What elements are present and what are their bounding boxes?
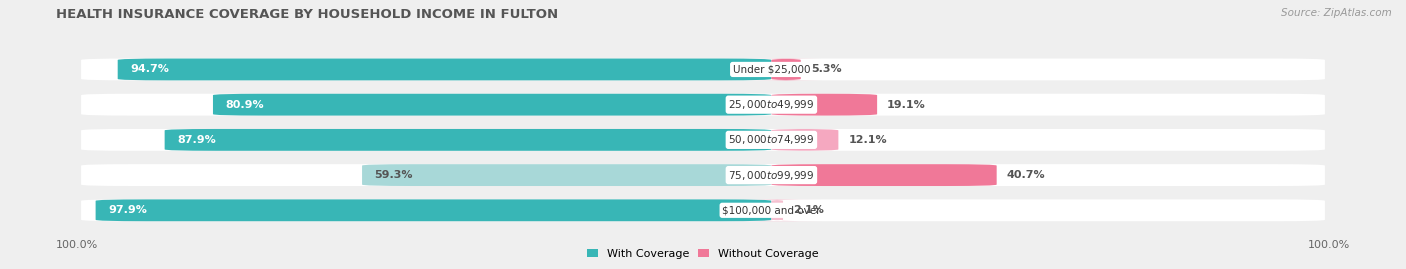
FancyBboxPatch shape [212, 94, 772, 116]
FancyBboxPatch shape [82, 129, 1324, 151]
FancyBboxPatch shape [82, 59, 1324, 80]
FancyBboxPatch shape [772, 94, 877, 116]
Text: 100.0%: 100.0% [56, 240, 98, 250]
Text: $50,000 to $74,999: $50,000 to $74,999 [728, 133, 814, 146]
Text: 80.9%: 80.9% [225, 100, 264, 110]
Text: 94.7%: 94.7% [131, 65, 169, 75]
FancyBboxPatch shape [82, 94, 1324, 116]
Text: 59.3%: 59.3% [374, 170, 413, 180]
Text: 100.0%: 100.0% [1308, 240, 1350, 250]
FancyBboxPatch shape [772, 164, 997, 186]
Text: 19.1%: 19.1% [887, 100, 925, 110]
Text: Source: ZipAtlas.com: Source: ZipAtlas.com [1281, 8, 1392, 18]
Text: 2.1%: 2.1% [793, 205, 824, 215]
FancyBboxPatch shape [118, 59, 772, 80]
Text: HEALTH INSURANCE COVERAGE BY HOUSEHOLD INCOME IN FULTON: HEALTH INSURANCE COVERAGE BY HOUSEHOLD I… [56, 8, 558, 21]
FancyBboxPatch shape [165, 129, 772, 151]
FancyBboxPatch shape [82, 199, 1324, 221]
Text: 87.9%: 87.9% [177, 135, 217, 145]
Text: 97.9%: 97.9% [108, 205, 146, 215]
FancyBboxPatch shape [82, 164, 1324, 186]
FancyBboxPatch shape [363, 164, 772, 186]
FancyBboxPatch shape [96, 199, 772, 221]
Legend: With Coverage, Without Coverage: With Coverage, Without Coverage [582, 245, 824, 263]
Text: 5.3%: 5.3% [811, 65, 841, 75]
Text: $100,000 and over: $100,000 and over [723, 205, 821, 215]
Text: $25,000 to $49,999: $25,000 to $49,999 [728, 98, 814, 111]
FancyBboxPatch shape [772, 129, 838, 151]
Text: 12.1%: 12.1% [848, 135, 887, 145]
Text: $75,000 to $99,999: $75,000 to $99,999 [728, 169, 814, 182]
Text: Under $25,000: Under $25,000 [733, 65, 810, 75]
FancyBboxPatch shape [734, 199, 821, 221]
Text: 40.7%: 40.7% [1007, 170, 1045, 180]
FancyBboxPatch shape [751, 59, 821, 80]
